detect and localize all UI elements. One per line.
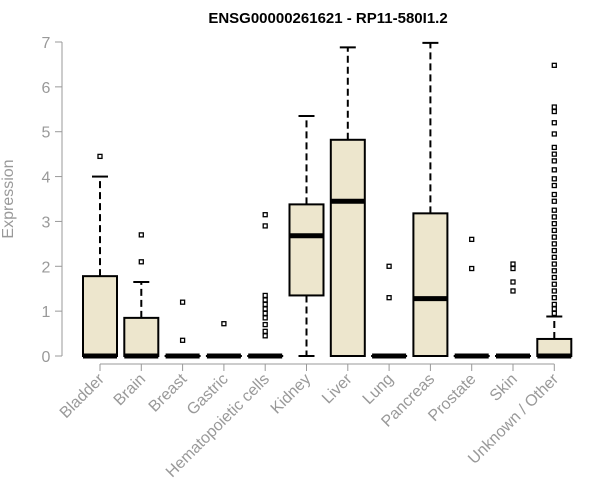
box-iqr [412,212,449,357]
outlier-point [551,151,557,157]
outlier-point [262,301,268,308]
x-tick-label: Liver [319,370,356,407]
outlier-point [469,236,475,243]
outlier-point [138,259,144,265]
outlier-point [386,263,392,269]
outlier-point [551,221,557,227]
box-iqr [82,275,118,358]
outlier-point [551,254,557,260]
box-iqr [288,203,325,297]
box-group [495,261,531,359]
outlier-point [510,288,516,294]
box-group [205,321,242,359]
outlier-point [551,158,557,164]
box-iqr [123,316,160,357]
outlier-point [262,333,268,339]
outlier-point [262,297,268,303]
y-tick-label: 7 [42,35,51,52]
box-group [247,212,284,359]
outlier-point [551,104,557,110]
y-tick-label: 0 [42,349,51,366]
outlier-point [551,207,557,213]
box-group [453,236,490,359]
y-tick-label: 2 [42,259,51,276]
outlier-point [262,321,268,328]
box-group [329,46,366,357]
chart-title: ENSG00000261621 - RP11-580I1.2 [208,10,447,27]
outlier-point [551,241,557,247]
outlier-point [551,227,557,234]
outlier-point [551,214,557,220]
box-group [536,62,573,359]
outlier-point [551,191,557,198]
x-tick-label: Brain [111,371,149,409]
outlier-point [469,265,475,272]
outlier-point [551,108,557,115]
y-tick-label: 3 [42,214,51,231]
outlier-point [551,167,557,173]
outlier-point [551,234,557,240]
outlier-point [221,321,227,327]
box-group [371,263,408,359]
outlier-point [551,301,557,308]
x-tick-label: Kidney [268,371,315,418]
outlier-point [510,279,516,285]
outlier-point [551,295,557,301]
outlier-point [551,281,557,287]
outlier-point [551,198,557,204]
y-tick-label: 6 [42,80,51,97]
outlier-point [262,212,268,218]
outlier-point [138,232,144,238]
box-group [82,153,118,359]
outlier-point [262,292,268,299]
x-tick-label: Breast [146,370,191,415]
y-tick-label: 4 [42,170,51,187]
y-axis-label: Expression [0,159,17,238]
x-tick-label: Bladder [57,370,108,421]
box-group [123,232,160,359]
box-iqr [536,337,573,357]
box-group [412,41,449,357]
outlier-point [262,310,268,317]
outlier-point [551,310,557,317]
outlier-point [551,144,557,151]
outlier-point [551,131,557,137]
x-tick-label: Lung [360,371,397,408]
outlier-point [179,337,186,343]
outlier-point [386,295,392,301]
outlier-point [551,306,557,312]
outlier-point [551,120,557,126]
y-tick-label: 5 [42,125,51,142]
outlier-point [551,261,557,267]
outlier-point [510,261,516,267]
outlier-point [551,247,557,254]
boxes [82,41,573,359]
outlier-point [551,182,557,189]
outlier-point [262,315,268,321]
y-tick-label: 1 [42,304,51,321]
outlier-point [262,306,268,312]
x-tick-label: Skin [487,371,521,405]
outlier-point [179,299,186,305]
outlier-point [551,62,557,68]
box-iqr [329,138,366,357]
outlier-point [262,223,268,229]
outlier-point [551,268,557,274]
axes: 0 1 2 3 4 5 6 7 [42,35,555,371]
outlier-point [551,176,557,182]
outlier-point [97,153,103,160]
box-group [288,115,325,357]
outlier-point [551,274,557,281]
outlier-point [551,288,557,294]
outlier-point [510,265,516,272]
box-group [164,299,201,359]
outlier-point [262,328,268,334]
